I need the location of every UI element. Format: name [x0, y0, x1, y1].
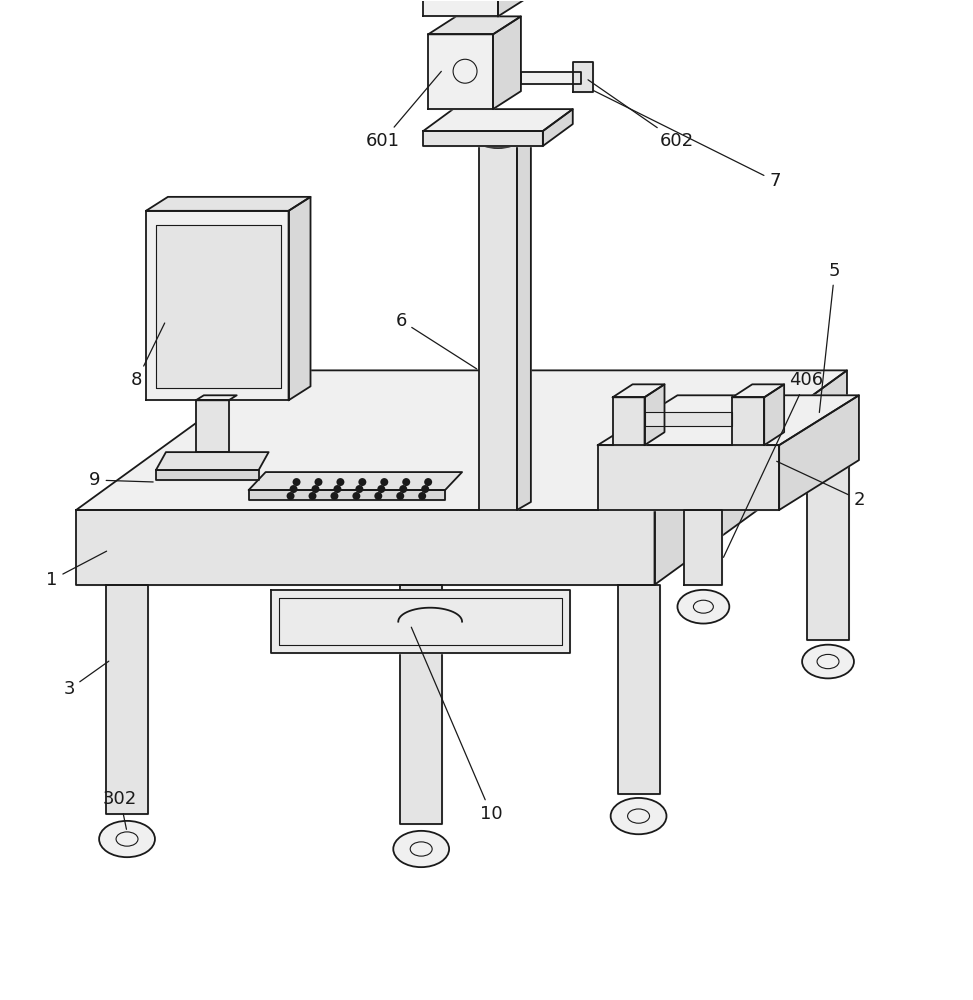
Circle shape: [293, 478, 301, 486]
Text: 406: 406: [724, 371, 823, 557]
Text: 6: 6: [395, 312, 477, 369]
Text: 8: 8: [131, 323, 164, 389]
Circle shape: [337, 478, 344, 486]
Polygon shape: [517, 133, 531, 510]
Polygon shape: [423, 131, 543, 146]
Ellipse shape: [677, 590, 730, 624]
Circle shape: [355, 485, 363, 493]
Polygon shape: [289, 197, 310, 400]
Text: 9: 9: [90, 471, 153, 489]
Polygon shape: [618, 585, 660, 794]
Circle shape: [421, 485, 429, 493]
Polygon shape: [764, 384, 784, 445]
Circle shape: [380, 478, 388, 486]
Polygon shape: [479, 141, 517, 510]
Polygon shape: [498, 0, 528, 16]
Polygon shape: [613, 384, 665, 397]
Ellipse shape: [802, 645, 854, 678]
Polygon shape: [156, 452, 269, 470]
Circle shape: [290, 485, 298, 493]
Circle shape: [424, 478, 432, 486]
Polygon shape: [76, 510, 655, 585]
Circle shape: [396, 492, 404, 500]
Polygon shape: [428, 16, 521, 34]
Polygon shape: [270, 590, 570, 653]
Polygon shape: [400, 585, 442, 824]
Polygon shape: [655, 370, 847, 585]
Polygon shape: [573, 62, 593, 92]
Ellipse shape: [611, 798, 667, 834]
Polygon shape: [493, 16, 521, 109]
Ellipse shape: [99, 821, 155, 857]
Polygon shape: [76, 370, 847, 510]
Polygon shape: [156, 470, 259, 480]
Text: 601: 601: [365, 71, 442, 150]
Ellipse shape: [479, 134, 517, 148]
Circle shape: [358, 478, 367, 486]
Text: 10: 10: [412, 627, 503, 823]
Polygon shape: [597, 445, 779, 510]
Polygon shape: [249, 472, 462, 490]
Circle shape: [314, 478, 322, 486]
Text: 302: 302: [103, 790, 137, 829]
Polygon shape: [807, 445, 849, 640]
Polygon shape: [543, 109, 573, 146]
Circle shape: [334, 485, 342, 493]
Polygon shape: [423, 0, 498, 16]
Text: 604: 604: [0, 999, 1, 1000]
Text: 5: 5: [819, 262, 841, 412]
Polygon shape: [684, 510, 722, 585]
Circle shape: [402, 478, 411, 486]
Ellipse shape: [393, 831, 450, 867]
Polygon shape: [733, 384, 784, 397]
Text: 7: 7: [594, 90, 780, 190]
Text: 3: 3: [63, 661, 109, 698]
Circle shape: [378, 485, 385, 493]
Circle shape: [399, 485, 408, 493]
Polygon shape: [613, 397, 644, 445]
Circle shape: [352, 492, 360, 500]
Circle shape: [331, 492, 339, 500]
Polygon shape: [106, 585, 148, 814]
Polygon shape: [146, 211, 289, 400]
Polygon shape: [779, 395, 859, 510]
Polygon shape: [644, 384, 665, 445]
Polygon shape: [733, 397, 764, 445]
Text: 602: 602: [588, 80, 694, 150]
Circle shape: [308, 492, 316, 500]
Text: 603: 603: [0, 999, 1, 1000]
Polygon shape: [428, 34, 493, 109]
Polygon shape: [597, 395, 859, 445]
Circle shape: [375, 492, 382, 500]
Circle shape: [311, 485, 319, 493]
Polygon shape: [249, 490, 445, 500]
Polygon shape: [196, 395, 236, 400]
Circle shape: [418, 492, 426, 500]
Polygon shape: [196, 400, 229, 452]
Circle shape: [287, 492, 295, 500]
Polygon shape: [521, 72, 581, 84]
Text: 2: 2: [776, 461, 865, 509]
Polygon shape: [644, 412, 733, 426]
Polygon shape: [423, 109, 573, 131]
Polygon shape: [156, 225, 280, 388]
Polygon shape: [146, 197, 310, 211]
Text: 1: 1: [47, 551, 107, 589]
